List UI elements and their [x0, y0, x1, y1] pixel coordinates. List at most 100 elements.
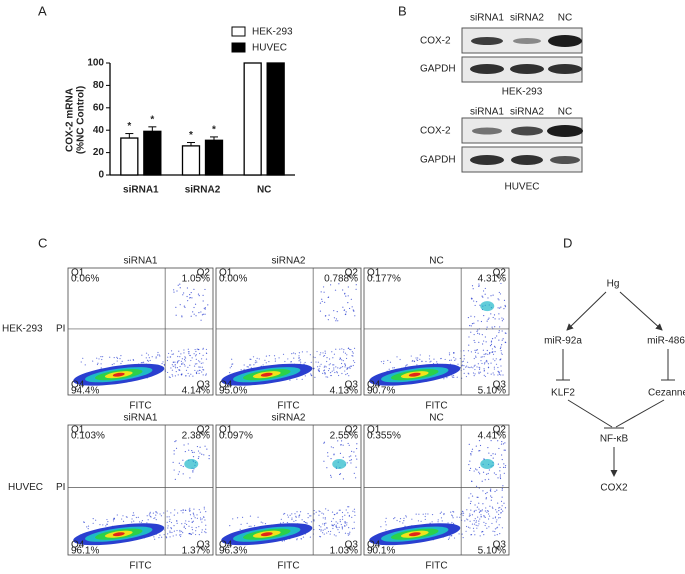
- event-dot: [291, 518, 293, 521]
- event-dot: [327, 509, 329, 511]
- event-dot: [190, 291, 192, 294]
- event-dot: [474, 468, 477, 470]
- event-dot: [169, 530, 171, 532]
- event-dot: [474, 349, 476, 352]
- event-dot: [170, 367, 172, 369]
- event-dot: [201, 314, 203, 316]
- event-dot: [347, 302, 349, 304]
- event-dot: [197, 293, 200, 295]
- event-dot: [171, 364, 173, 366]
- event-dot: [161, 362, 163, 365]
- event-dot: [155, 519, 157, 521]
- event-dot: [462, 360, 465, 362]
- event-dot: [430, 360, 432, 362]
- event-dot: [475, 509, 477, 511]
- quadrant-name: Q3: [197, 540, 211, 551]
- event-dot: [504, 465, 507, 467]
- event-dot: [135, 516, 137, 519]
- event-dot: [185, 369, 188, 372]
- event-dot: [474, 518, 476, 520]
- event-dot: [468, 497, 470, 499]
- event-dot: [346, 354, 348, 356]
- event-dot: [479, 450, 481, 452]
- event-dot: [461, 361, 463, 363]
- event-dot: [482, 471, 485, 473]
- event-dot: [198, 294, 200, 297]
- event-dot: [487, 510, 489, 512]
- event-dot: [470, 493, 472, 495]
- event-dot: [481, 334, 483, 336]
- event-dot: [497, 307, 499, 309]
- event-dot: [180, 360, 183, 362]
- event-dot: [328, 358, 331, 360]
- event-dot: [477, 363, 479, 365]
- event-dot: [469, 527, 471, 529]
- event-dot: [197, 450, 200, 452]
- event-dot: [496, 511, 498, 513]
- plot-title: siRNA1: [124, 413, 158, 424]
- event-dot: [179, 534, 181, 536]
- event-dot: [278, 357, 280, 359]
- event-dot: [459, 516, 461, 518]
- event-dot: [486, 527, 488, 529]
- event-dot: [488, 353, 491, 355]
- event-dot: [201, 521, 203, 523]
- node: KLF2: [551, 388, 575, 399]
- event-dot: [208, 458, 210, 460]
- event-dot: [323, 291, 325, 293]
- event-dot: [487, 372, 489, 374]
- event-dot: [194, 355, 197, 357]
- event-dot: [473, 339, 475, 342]
- event-dot: [190, 373, 192, 375]
- event-dot: [191, 526, 193, 528]
- event-dot: [502, 510, 504, 512]
- event-dot: [181, 315, 183, 317]
- event-dot: [176, 522, 178, 524]
- event-dot: [320, 352, 322, 354]
- event-dot: [324, 372, 326, 374]
- event-dot: [268, 355, 271, 357]
- pathway-diagram: Hg miR-92a miR-486 KLF2 Cezanne NF-κB CO…: [544, 279, 685, 494]
- event-dot: [501, 330, 503, 332]
- event-dot: [498, 524, 500, 526]
- event-dot: [96, 363, 99, 366]
- event-dot: [499, 533, 501, 535]
- event-dot: [279, 522, 282, 524]
- event-dot: [480, 516, 482, 518]
- event-dot: [354, 361, 356, 364]
- event-dot: [318, 370, 320, 372]
- event-dot: [148, 514, 150, 516]
- event-dot: [480, 356, 482, 358]
- event-dot: [354, 514, 356, 517]
- event-dot: [497, 374, 499, 376]
- event-dot: [342, 306, 344, 308]
- event-dot: [195, 350, 197, 353]
- plot-title: siRNA1: [124, 256, 158, 267]
- event-dot: [478, 368, 481, 370]
- event-dot: [335, 535, 337, 537]
- event-dot: [193, 508, 195, 510]
- event-dot: [463, 365, 465, 367]
- event-dot: [453, 537, 456, 539]
- event-dot: [330, 520, 333, 522]
- event-dot: [347, 442, 349, 445]
- event-dot: [193, 515, 195, 517]
- event-dot: [353, 508, 356, 510]
- event-dot: [356, 443, 358, 445]
- event-dot: [475, 520, 478, 522]
- event-dot: [496, 534, 498, 536]
- event-dot: [179, 535, 182, 538]
- event-dot: [191, 357, 193, 359]
- event-dot: [344, 293, 346, 295]
- event-dot: [310, 515, 312, 517]
- event-dot: [494, 360, 496, 362]
- axis-title: PI: [56, 324, 65, 335]
- legend-swatch: [231, 42, 246, 53]
- event-dot: [505, 341, 507, 344]
- event-dot: [334, 371, 336, 374]
- event-dot: [451, 515, 454, 517]
- event-dot: [107, 521, 109, 523]
- band: [547, 125, 583, 137]
- event-dot: [141, 519, 144, 522]
- event-dot: [349, 531, 351, 533]
